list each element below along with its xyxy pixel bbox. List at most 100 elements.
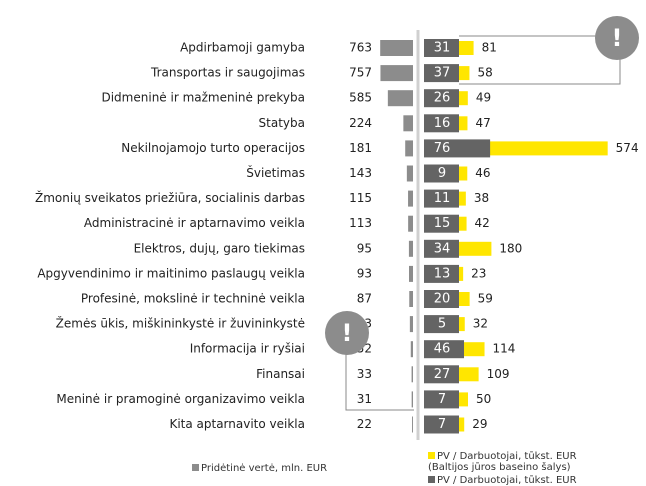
- value-label: 11: [434, 191, 451, 206]
- bar: [380, 40, 413, 56]
- bar: [424, 315, 459, 334]
- legend-swatch: [428, 452, 435, 459]
- value-label: 29: [472, 417, 487, 431]
- value-label: 9: [438, 166, 446, 181]
- value-label: 37: [434, 66, 451, 81]
- value-label: 585: [349, 91, 372, 105]
- bar: [424, 189, 459, 208]
- bar: [411, 391, 413, 408]
- bar: [412, 416, 413, 433]
- legend-swatch: [192, 464, 199, 471]
- category-label: Nekilnojamojo turto operacijos: [121, 141, 305, 155]
- category-label: Finansai: [256, 367, 305, 381]
- alert-icon: [595, 16, 639, 60]
- bar: [409, 265, 413, 282]
- value-label: 27: [434, 367, 451, 382]
- value-label: 20: [434, 292, 451, 307]
- value-label: 113: [349, 216, 372, 230]
- bar: [409, 291, 413, 307]
- category-label: Apdirbamoji gamyba: [180, 41, 305, 55]
- bracket: [459, 35, 621, 85]
- value-label: 46: [434, 342, 451, 357]
- bar: [424, 390, 459, 409]
- bar: [424, 139, 491, 158]
- value-label: 22: [357, 417, 372, 431]
- bar: [424, 64, 459, 83]
- bar: [403, 115, 413, 132]
- legend-swatch: [428, 476, 435, 483]
- value-label: 95: [357, 241, 372, 255]
- category-label: Žemės ūkis, miškininkystė ir žuvininkyst…: [56, 316, 305, 331]
- value-label: 574: [616, 141, 639, 155]
- legend-item: PV / Darbuotojai, tūkst. EUR (Baltijos j…: [428, 451, 608, 473]
- bar: [424, 89, 459, 108]
- legend-label: PV / Darbuotojai, tūkst. EUR: [437, 475, 577, 486]
- legend-label: Pridėtinė vertė, mln. EUR: [201, 463, 328, 474]
- legend-item: Pridėtinė vertė, mln. EUR: [192, 463, 327, 474]
- bar: [380, 65, 413, 82]
- bar: [424, 214, 459, 233]
- category-label: Meninė ir pramoginė organizavimo veikla: [56, 392, 305, 406]
- legend-label: PV / Darbuotojai, tūkst. EUR (Baltijos j…: [428, 451, 577, 473]
- value-label: 109: [487, 367, 510, 381]
- alert-icon: [325, 311, 369, 355]
- bar: [409, 316, 413, 333]
- value-label: 31: [434, 41, 451, 56]
- bracket: [345, 345, 414, 411]
- bar: [424, 340, 465, 359]
- category-label: Elektros, dujų, garo tiekimas: [134, 241, 305, 255]
- value-label: 93: [357, 266, 372, 280]
- value-label: 33: [357, 367, 372, 381]
- category-label: Švietimas: [246, 165, 305, 180]
- value-label: 224: [349, 116, 372, 130]
- value-label: 31: [357, 392, 372, 406]
- bar: [405, 140, 413, 157]
- value-label: 13: [434, 266, 451, 281]
- value-label: 47: [475, 116, 490, 130]
- alert-icon: !: [342, 319, 353, 347]
- value-label: 5: [438, 317, 446, 332]
- bar: [408, 240, 413, 257]
- category-label: Kita aptarnavito veikla: [169, 417, 305, 431]
- category-label: Žmonių sveikatos priežiūra, socialinis d…: [35, 190, 305, 205]
- bar: [424, 39, 459, 57]
- bar: [387, 90, 413, 107]
- value-label: 34: [434, 241, 451, 256]
- value-label: 763: [349, 41, 372, 55]
- value-label: 49: [476, 91, 491, 105]
- value-label: 50: [476, 392, 491, 406]
- bar: [424, 365, 459, 384]
- bar: [408, 190, 413, 207]
- legend-item: PV / Darbuotojai, tūkst. EUR: [428, 475, 577, 486]
- value-label: 115: [349, 191, 372, 205]
- category-label: Administracinė ir aptarnavimo veikla: [84, 216, 305, 230]
- category-label: Apgyvendinimo ir maitinimo paslaugų veik…: [37, 266, 305, 280]
- value-label: 143: [349, 166, 372, 180]
- bar: [408, 215, 413, 232]
- category-label: Profesinė, mokslinė ir techninė veikla: [81, 292, 305, 306]
- value-label: 180: [499, 241, 522, 255]
- value-label: 181: [349, 141, 372, 155]
- value-label: 757: [349, 66, 372, 80]
- value-label: 114: [493, 342, 516, 356]
- value-label: 32: [473, 317, 488, 331]
- category-label: Statyba: [259, 116, 305, 130]
- category-label: Informacija ir ryšiai: [190, 342, 305, 356]
- bar: [424, 239, 459, 258]
- value-label: 81: [482, 41, 497, 55]
- value-label: 26: [434, 91, 451, 106]
- bar: [410, 341, 413, 358]
- value-label: 42: [475, 216, 490, 230]
- value-label: 76: [434, 141, 451, 156]
- bar: [411, 366, 413, 383]
- value-label: 87: [357, 292, 372, 306]
- value-label: 23: [471, 266, 486, 280]
- bar: [424, 290, 459, 308]
- category-label: Transportas ir saugojimas: [150, 66, 305, 80]
- value-label: 58: [477, 66, 492, 80]
- value-label: 59: [478, 292, 493, 306]
- alert-icon: !: [612, 24, 623, 52]
